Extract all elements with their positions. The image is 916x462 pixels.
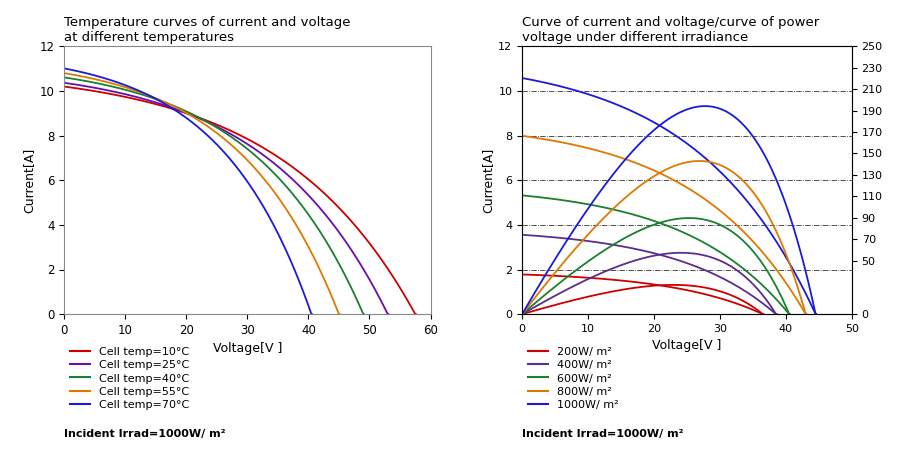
Y-axis label: Current[A]: Current[A]	[22, 147, 35, 213]
Y-axis label: Current[A]: Current[A]	[481, 147, 494, 213]
Text: Incident Irrad=1000W/ m²: Incident Irrad=1000W/ m²	[64, 429, 225, 438]
Text: Temperature curves of current and voltage
at different temperatures: Temperature curves of current and voltag…	[64, 16, 351, 43]
Text: Incident Irrad=1000W/ m²: Incident Irrad=1000W/ m²	[522, 429, 683, 438]
Legend: Cell temp=10°C, Cell temp=25°C, Cell temp=40°C, Cell temp=55°C, Cell temp=70°C: Cell temp=10°C, Cell temp=25°C, Cell tem…	[70, 346, 189, 410]
X-axis label: Voltage[V ]: Voltage[V ]	[213, 342, 282, 355]
Legend: 200W/ m², 400W/ m², 600W/ m², 800W/ m², 1000W/ m²: 200W/ m², 400W/ m², 600W/ m², 800W/ m², …	[528, 346, 618, 410]
Text: Curve of current and voltage/curve of power
voltage under different irradiance: Curve of current and voltage/curve of po…	[522, 16, 820, 43]
X-axis label: Voltage[V ]: Voltage[V ]	[652, 340, 722, 353]
